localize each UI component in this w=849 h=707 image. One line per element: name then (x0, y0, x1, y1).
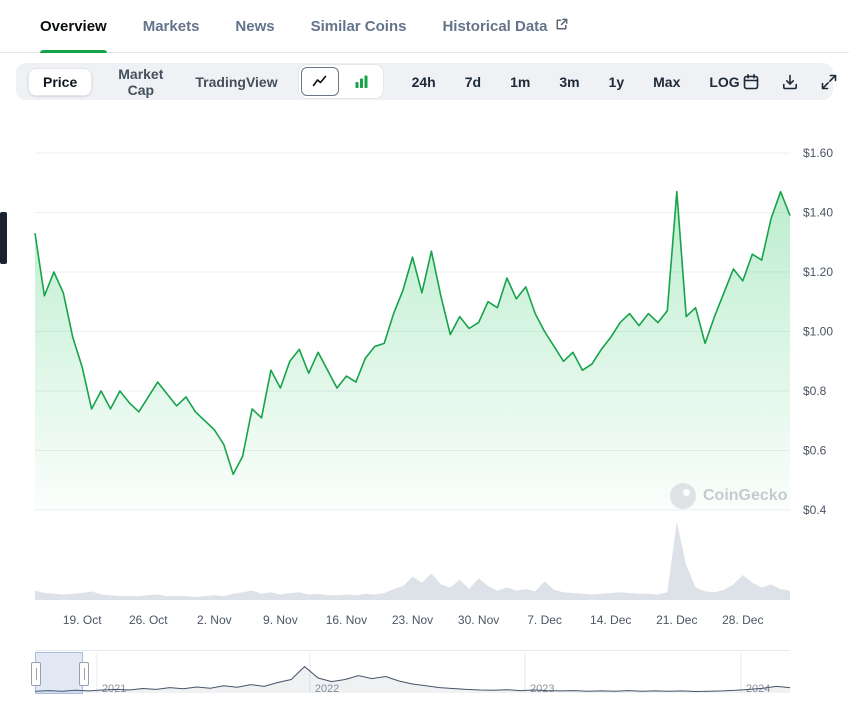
tab-markets-label: Markets (142, 17, 200, 35)
navigator-left-handle[interactable] (31, 662, 41, 686)
toolbar-right-icons (742, 73, 838, 91)
tab-historical-data[interactable]: Historical Data (442, 0, 568, 53)
line-chart-icon[interactable] (300, 67, 339, 96)
coingecko-logo-icon (670, 483, 696, 509)
vertical-scrollbar-thumb[interactable] (0, 212, 7, 264)
y-axis-label: $1.00 (803, 325, 833, 339)
tab-overview[interactable]: Overview (40, 0, 107, 53)
x-axis-label: 9. Nov (263, 613, 298, 627)
x-axis-label: 14. Dec (590, 613, 631, 627)
price-chart[interactable]: $1.60 $1.40 $1.20 $1.00 $0.8 $0.6 $0.4 19. Oct 2… (0, 130, 849, 635)
navigator-year-label: 2023 (530, 683, 554, 695)
navigator-svg[interactable]: 2021202220232024 (35, 653, 790, 697)
download-icon[interactable] (781, 73, 799, 91)
external-link-icon (554, 17, 569, 36)
tab-markets[interactable]: Markets (143, 0, 200, 53)
tab-bar: Overview Markets News Similar Coins Hist… (0, 0, 849, 53)
range-1y-button[interactable]: 1y (608, 73, 625, 90)
chart-toolbar: Price Market Cap TradingView 24h 7d 1m (16, 63, 837, 100)
y-axis-label: $1.60 (803, 146, 833, 160)
range-1m-button[interactable]: 1m (510, 73, 531, 90)
range-max-button[interactable]: Max (653, 73, 681, 90)
volume-area (35, 522, 790, 600)
price-line (34, 190, 791, 476)
price-chart-svg[interactable]: $1.60 $1.40 $1.20 $1.00 $0.8 $0.6 $0.4 19. Oct 2… (0, 130, 849, 635)
fullscreen-icon[interactable] (820, 73, 838, 91)
x-axis-label: 28. Dec (722, 613, 763, 627)
active-tab-underline (40, 49, 107, 53)
navigator-selection[interactable] (35, 652, 83, 694)
price-area (35, 191, 790, 510)
chart-type-toggle (297, 64, 384, 99)
navigator-area (35, 666, 790, 693)
tab-news[interactable]: News (235, 0, 274, 53)
y-axis-label: $0.6 (803, 444, 827, 458)
watermark-label: CoinGecko (703, 487, 788, 504)
x-axis-label: 23. Nov (392, 613, 433, 627)
range-3m-button[interactable]: 3m (559, 73, 580, 90)
x-axis-label: 26. Oct (129, 613, 168, 627)
tab-news-label: News (235, 17, 275, 35)
price-button[interactable]: Price (28, 67, 93, 96)
time-range-group: 24h 7d 1m 3m 1y Max LOG (410, 72, 742, 92)
range-7d-button[interactable]: 7d (464, 73, 482, 90)
tab-historical-data-label: Historical Data (442, 17, 548, 35)
tab-similar-coins[interactable]: Similar Coins (311, 0, 407, 53)
y-axis-label: $1.20 (803, 265, 833, 279)
range-24h-button[interactable]: 24h (411, 73, 436, 90)
x-axis-label: 2. Nov (197, 613, 232, 627)
tab-overview-label: Overview (40, 17, 107, 35)
y-axis-label: $0.8 (803, 384, 827, 398)
x-axis-label: 19. Oct (63, 613, 102, 627)
y-axis-label: $0.4 (803, 503, 827, 517)
market-cap-button[interactable]: Market Cap (112, 65, 169, 99)
log-scale-button[interactable]: LOG (709, 73, 740, 90)
x-axis-label: 30. Nov (458, 613, 499, 627)
x-axis-label: 16. Nov (326, 613, 367, 627)
navigator-right-handle[interactable] (79, 662, 89, 686)
range-navigator[interactable]: 2021202220232024 (31, 650, 790, 697)
y-axis-label: $1.40 (803, 206, 833, 220)
navigator-year-label: 2022 (315, 683, 339, 695)
x-axis-label: 7. Dec (527, 613, 562, 627)
tradingview-button[interactable]: TradingView (189, 73, 283, 91)
x-axis-label: 21. Dec (656, 613, 697, 627)
navigator-line (35, 665, 790, 693)
calendar-icon[interactable] (742, 73, 760, 91)
coingecko-watermark: CoinGecko (670, 483, 787, 509)
tab-similar-coins-label: Similar Coins (310, 17, 407, 35)
bar-chart-icon[interactable] (342, 67, 381, 96)
metric-toggle-group: Price Market Cap TradingView (28, 65, 284, 99)
